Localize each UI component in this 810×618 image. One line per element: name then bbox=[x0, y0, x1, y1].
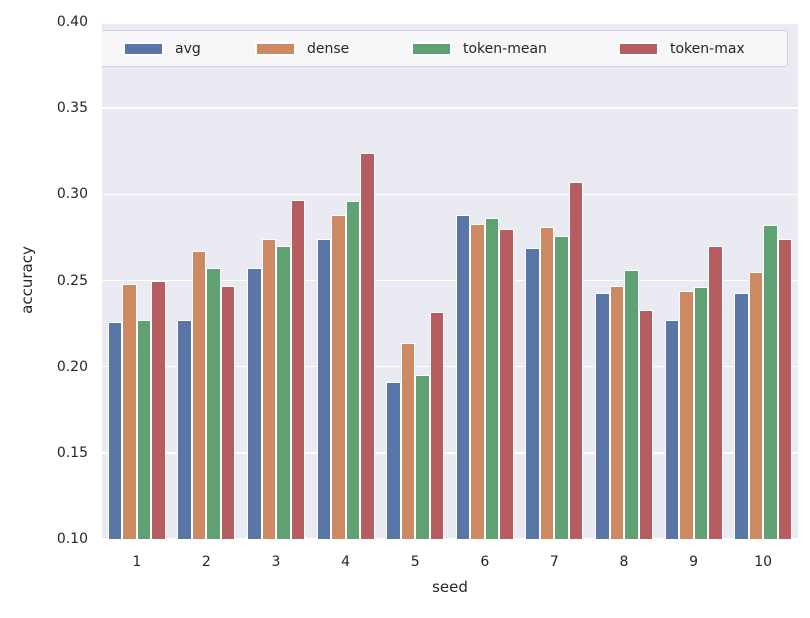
legend-swatch-token-mean bbox=[411, 41, 452, 56]
legend-label: avg bbox=[175, 40, 201, 57]
gridline bbox=[102, 365, 798, 368]
x-axis-label: seed bbox=[432, 578, 468, 596]
legend-swatch-avg bbox=[123, 41, 164, 56]
y-tick-label: 0.40 bbox=[56, 14, 88, 30]
x-tick-label: 8 bbox=[619, 554, 629, 570]
x-tick-label: 4 bbox=[341, 554, 351, 570]
bar-avg-seed-10 bbox=[734, 292, 749, 539]
y-tick-label: 0.30 bbox=[56, 186, 88, 203]
bar-dense-seed-1 bbox=[122, 283, 137, 539]
bar-token-max-seed-1 bbox=[151, 280, 166, 539]
bar-token-mean-seed-7 bbox=[554, 235, 569, 539]
y-tick-label: 0.25 bbox=[56, 272, 88, 289]
y-tick-label: 0.15 bbox=[56, 444, 88, 461]
bar-dense-seed-9 bbox=[679, 290, 694, 539]
bar-token-max-seed-9 bbox=[708, 246, 723, 539]
bar-avg-seed-4 bbox=[316, 239, 332, 539]
x-tick-label: 7 bbox=[549, 554, 559, 570]
y-tick-label: 0.10 bbox=[56, 531, 88, 547]
legend-item-avg: avg bbox=[123, 41, 201, 57]
legend: avg dense token-mean token-max bbox=[102, 30, 788, 67]
bar-token-max-seed-7 bbox=[568, 182, 584, 539]
bar-avg-seed-7 bbox=[525, 247, 540, 539]
legend-swatch-dense bbox=[255, 41, 296, 56]
bar-avg-seed-1 bbox=[107, 321, 123, 539]
bar-token-mean-seed-10 bbox=[763, 225, 778, 539]
gridline bbox=[102, 22, 798, 24]
bar-token-mean-seed-4 bbox=[345, 201, 361, 539]
gridline bbox=[102, 193, 798, 196]
bar-avg-seed-5 bbox=[386, 382, 401, 539]
bar-token-max-seed-4 bbox=[360, 152, 375, 539]
bar-token-mean-seed-5 bbox=[415, 375, 430, 539]
plot-area: avg dense token-mean token-max bbox=[102, 22, 798, 539]
x-tick-label: 6 bbox=[480, 554, 490, 570]
legend-item-token-mean: token-mean bbox=[411, 41, 547, 57]
bar-token-max-seed-5 bbox=[429, 311, 445, 539]
bar-token-mean-seed-6 bbox=[484, 218, 500, 539]
gridline bbox=[102, 538, 798, 539]
bar-token-mean-seed-8 bbox=[624, 270, 639, 539]
bar-token-max-seed-6 bbox=[499, 228, 514, 539]
bar-token-mean-seed-1 bbox=[136, 320, 152, 539]
bar-avg-seed-9 bbox=[664, 320, 680, 539]
bar-token-mean-seed-9 bbox=[693, 287, 709, 539]
bar-token-max-seed-2 bbox=[220, 285, 236, 539]
x-tick-label: 9 bbox=[689, 554, 699, 570]
bar-dense-seed-2 bbox=[191, 251, 207, 539]
bar-dense-seed-5 bbox=[400, 342, 416, 539]
gridline bbox=[102, 452, 798, 454]
gridline bbox=[102, 279, 798, 282]
bar-dense-seed-6 bbox=[470, 223, 485, 539]
bar-dense-seed-7 bbox=[539, 227, 555, 539]
legend-item-token-max: token-max bbox=[618, 41, 745, 57]
y-tick-label: 0.35 bbox=[56, 100, 88, 117]
bar-avg-seed-8 bbox=[595, 292, 610, 539]
y-tick-label: 0.20 bbox=[56, 358, 88, 375]
bar-dense-seed-3 bbox=[261, 239, 276, 539]
bar-avg-seed-6 bbox=[455, 215, 471, 539]
legend-label: token-mean bbox=[463, 40, 547, 57]
x-tick-label: 2 bbox=[201, 554, 211, 570]
x-tick-label: 1 bbox=[132, 554, 142, 570]
legend-swatch-token-max bbox=[618, 41, 659, 56]
bar-dense-seed-8 bbox=[609, 285, 624, 539]
bar-dense-seed-4 bbox=[331, 215, 346, 539]
bar-token-max-seed-8 bbox=[638, 309, 653, 539]
x-tick-label: 5 bbox=[410, 554, 420, 570]
bar-token-max-seed-10 bbox=[777, 239, 793, 539]
legend-label: token-max bbox=[670, 40, 745, 57]
gridline bbox=[102, 107, 798, 109]
bar-avg-seed-3 bbox=[247, 268, 262, 539]
bar-dense-seed-10 bbox=[748, 271, 764, 539]
bar-token-mean-seed-3 bbox=[276, 246, 291, 539]
x-tick-label: 10 bbox=[754, 554, 773, 570]
legend-item-dense: dense bbox=[255, 41, 349, 57]
bar-token-mean-seed-2 bbox=[206, 268, 221, 539]
legend-label: dense bbox=[307, 40, 350, 57]
x-tick-label: 3 bbox=[271, 554, 281, 570]
bar-avg-seed-2 bbox=[177, 320, 192, 539]
bar-token-max-seed-3 bbox=[290, 199, 305, 539]
